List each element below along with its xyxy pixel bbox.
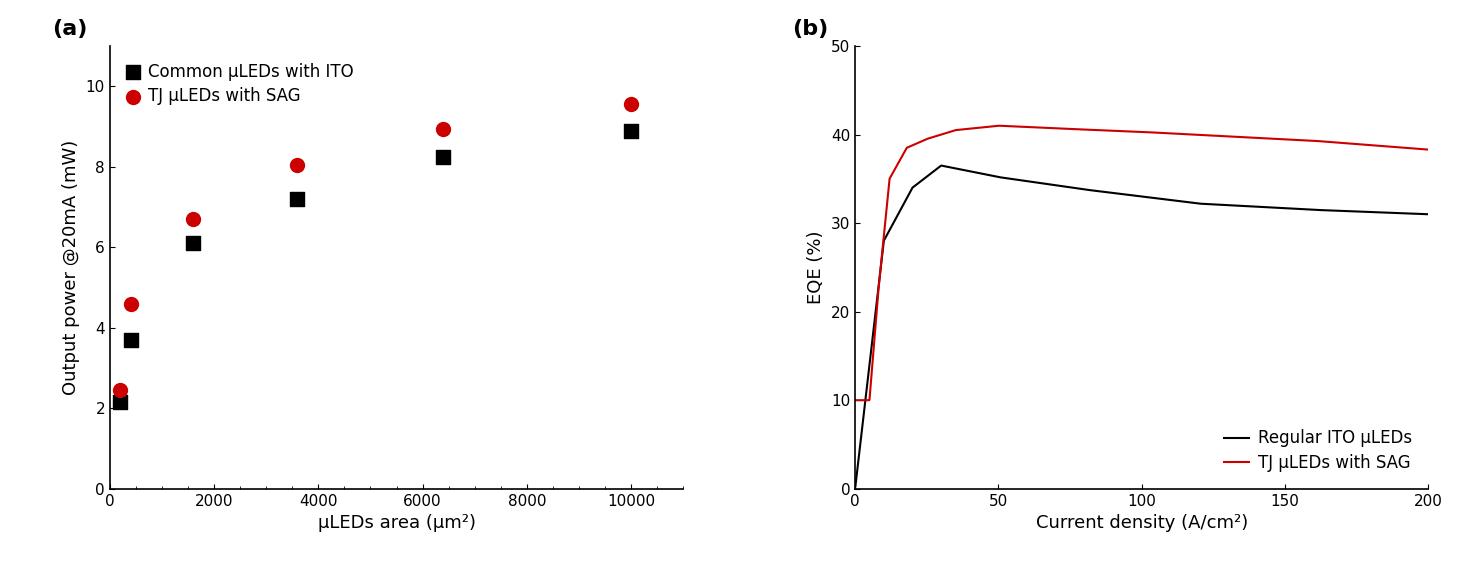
Legend: Common μLEDs with ITO, TJ μLEDs with SAG: Common μLEDs with ITO, TJ μLEDs with SAG — [119, 54, 362, 114]
TJ μLEDs with SAG — [990, 122, 1008, 129]
TJ μLEDs with SAG — [1420, 146, 1437, 153]
Line: TJ μLEDs with SAG: TJ μLEDs with SAG — [856, 126, 1428, 400]
Common μLEDs with ITO — [286, 194, 309, 204]
Regular ITO μLEDs — [1067, 185, 1084, 191]
Regular ITO μLEDs — [1408, 210, 1425, 217]
Regular ITO μLEDs — [932, 162, 949, 169]
TJ μLEDs with SAG — [182, 214, 205, 224]
TJ μLEDs with SAG — [847, 397, 864, 404]
TJ μLEDs with SAG — [286, 160, 309, 169]
TJ μLEDs with SAG — [620, 99, 643, 109]
Line: Regular ITO μLEDs: Regular ITO μLEDs — [856, 166, 1428, 486]
TJ μLEDs with SAG — [1346, 140, 1364, 147]
TJ μLEDs with SAG — [1408, 145, 1425, 152]
TJ μLEDs with SAG — [1091, 126, 1109, 133]
Common μLEDs with ITO — [182, 239, 205, 248]
TJ μLEDs with SAG — [119, 299, 142, 308]
Regular ITO μLEDs — [1091, 188, 1109, 195]
TJ μLEDs with SAG — [1067, 126, 1084, 133]
Common μLEDs with ITO — [620, 126, 643, 135]
Text: (a): (a) — [53, 20, 88, 40]
Regular ITO μLEDs — [1346, 208, 1364, 215]
Common μLEDs with ITO — [108, 398, 132, 407]
TJ μLEDs with SAG — [946, 127, 964, 134]
X-axis label: μLEDs area (μm²): μLEDs area (μm²) — [318, 514, 476, 532]
Y-axis label: EQE (%): EQE (%) — [807, 231, 825, 304]
X-axis label: Current density (A/cm²): Current density (A/cm²) — [1036, 514, 1248, 532]
TJ μLEDs with SAG — [911, 138, 929, 145]
TJ μLEDs with SAG — [432, 124, 456, 133]
TJ μLEDs with SAG — [108, 385, 132, 394]
Y-axis label: Output power @20mA (mW): Output power @20mA (mW) — [62, 140, 81, 395]
Regular ITO μLEDs — [911, 178, 929, 185]
Regular ITO μLEDs — [1420, 211, 1437, 218]
Text: (b): (b) — [793, 20, 828, 40]
Regular ITO μLEDs — [847, 483, 864, 490]
Common μLEDs with ITO — [432, 152, 456, 161]
Regular ITO μLEDs — [946, 165, 964, 172]
Common μLEDs with ITO — [119, 335, 142, 344]
Legend: Regular ITO μLEDs, TJ μLEDs with SAG: Regular ITO μLEDs, TJ μLEDs with SAG — [1216, 421, 1420, 481]
